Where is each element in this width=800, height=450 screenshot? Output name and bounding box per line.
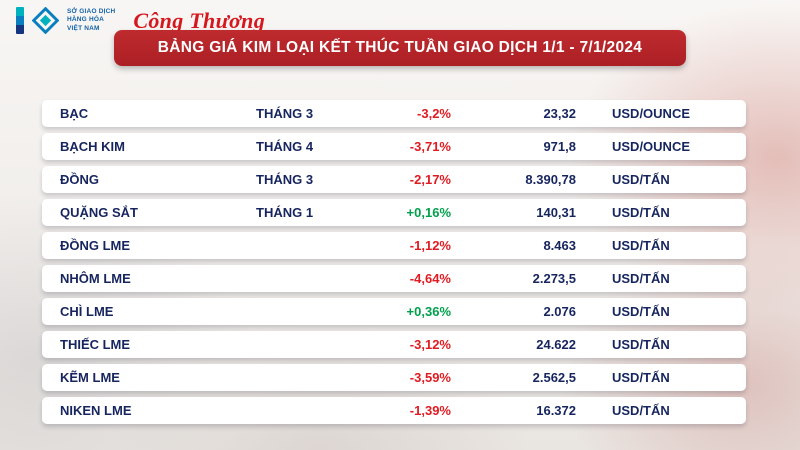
table-row: NIKEN LME -1,39% 16.372 USD/TẤN <box>42 397 746 424</box>
price-value: 2.562,5 <box>532 370 576 385</box>
change-percent: -2,17% <box>409 172 451 187</box>
change-percent: +0,16% <box>406 205 451 220</box>
change-percent: +0,36% <box>406 304 451 319</box>
price-unit: USD/TẤN <box>612 304 670 319</box>
price-value: 971,8 <box>543 139 576 154</box>
table-row: KẼM LME -3,59% 2.562,5 USD/TẤN <box>42 364 746 391</box>
commodity-name: THIẾC LME <box>60 337 131 352</box>
congthuong-logo: Công Thương <box>133 7 266 33</box>
table-row: BẠC THÁNG 3 -3,2% 23,32 USD/OUNCE <box>42 100 746 127</box>
page-title: BẢNG GIÁ KIM LOẠI KẾT THÚC TUẦN GIAO DỊC… <box>157 39 643 56</box>
price-unit: USD/TẤN <box>612 271 670 286</box>
change-percent: -1,39% <box>409 403 451 418</box>
price-unit: USD/TẤN <box>612 337 670 352</box>
table-row: CHÌ LME +0,36% 2.076 USD/TẤN <box>42 298 746 325</box>
price-unit: USD/OUNCE <box>612 139 691 154</box>
contract-month: THÁNG 1 <box>256 205 314 220</box>
contract-month: THÁNG 3 <box>256 172 314 187</box>
change-percent: -3,12% <box>409 337 451 352</box>
change-percent: -3,59% <box>409 370 451 385</box>
price-value: 24.622 <box>536 337 576 352</box>
table-row: NHÔM LME -4,64% 2.273,5 USD/TẤN <box>42 265 746 292</box>
price-value: 16.372 <box>536 403 576 418</box>
table-row: ĐỒNG THÁNG 3 -2,17% 8.390,78 USD/TẤN <box>42 166 746 193</box>
commodity-name: ĐỒNG LME <box>60 238 131 253</box>
commodity-name: BẠC <box>60 106 89 121</box>
table-row: THIẾC LME -3,12% 24.622 USD/TẤN <box>42 331 746 358</box>
price-unit: USD/TẤN <box>612 370 670 385</box>
price-unit: USD/TẤN <box>612 172 670 187</box>
mxv-line1: SỞ GIAO DỊCH <box>67 8 116 16</box>
change-percent: -1,12% <box>409 238 451 253</box>
price-unit: USD/TẤN <box>612 403 670 418</box>
commodity-name: KẼM LME <box>60 370 120 385</box>
change-percent: -3,2% <box>417 106 451 121</box>
commodity-name: BẠCH KIM <box>60 139 125 154</box>
change-percent: -3,71% <box>409 139 451 154</box>
price-value: 8.390,78 <box>525 172 576 187</box>
price-unit: USD/OUNCE <box>612 106 691 121</box>
price-unit: USD/TẤN <box>612 238 670 253</box>
commodity-name: CHÌ LME <box>60 304 114 319</box>
contract-month: THÁNG 3 <box>256 106 314 121</box>
change-percent: -4,64% <box>409 271 451 286</box>
price-value: 8.463 <box>543 238 576 253</box>
price-unit: USD/TẤN <box>612 205 670 220</box>
contract-month: THÁNG 4 <box>256 139 314 154</box>
congthuong-wordmark: Công Thương <box>133 7 266 33</box>
price-value: 2.076 <box>543 304 576 319</box>
brand-bar: SỞ GIAO DỊCH HÀNG HÓA VIỆT NAM Công Thươ… <box>16 7 265 34</box>
table-row: BẠCH KIM THÁNG 4 -3,71% 971,8 USD/OUNCE <box>42 133 746 160</box>
price-table: BẠC THÁNG 3 -3,2% 23,32 USD/OUNCE BẠCH K… <box>42 100 746 424</box>
table-row: ĐỒNG LME -1,12% 8.463 USD/TẤN <box>42 232 746 259</box>
title-banner: BẢNG GIÁ KIM LOẠI KẾT THÚC TUẦN GIAO DỊC… <box>114 30 686 66</box>
commodity-name: NHÔM LME <box>60 271 131 286</box>
commodity-name: ĐỒNG <box>60 172 99 187</box>
table-row: QUẶNG SẮT THÁNG 1 +0,16% 140,31 USD/TẤN <box>42 199 746 226</box>
mxv-line2: HÀNG HÓA <box>67 16 104 24</box>
commodity-name: QUẶNG SẮT <box>60 205 138 220</box>
mxv-diamond-icon <box>32 7 59 34</box>
price-value: 2.273,5 <box>532 271 576 286</box>
price-value: 140,31 <box>536 205 576 220</box>
mxv-stripe-icon <box>16 7 24 34</box>
mxv-line3: VIỆT NAM <box>67 24 100 32</box>
price-value: 23,32 <box>543 106 576 121</box>
commodity-name: NIKEN LME <box>60 403 132 418</box>
mxv-wordmark: SỞ GIAO DỊCH HÀNG HÓA VIỆT NAM <box>67 8 115 32</box>
